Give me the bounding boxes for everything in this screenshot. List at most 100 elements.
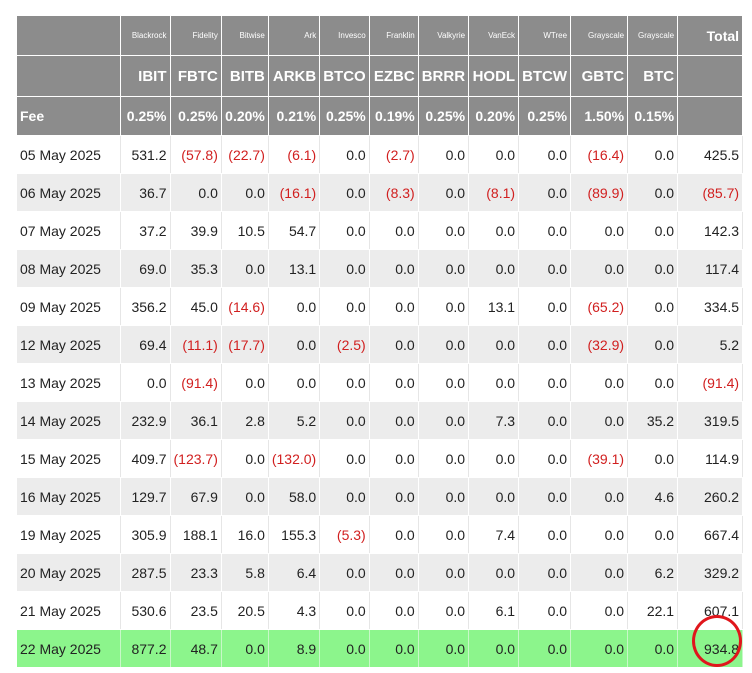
corner-cell [17, 55, 121, 97]
flow-value: 0.0 [418, 287, 470, 326]
row-total: 5.2 [677, 325, 744, 364]
flow-value: 0.0 [319, 439, 370, 478]
flow-value: 0.0 [418, 173, 470, 212]
flow-value: 0.0 [319, 629, 370, 668]
flow-value: 0.0 [518, 249, 572, 288]
issuer-name: Ark [268, 16, 321, 56]
ticker-symbol: BRRR [418, 55, 470, 97]
flow-value: 48.7 [170, 629, 222, 668]
flow-value: 409.7 [120, 439, 171, 478]
table-row: 09 May 2025 356.2 45.0 (14.6) 0.0 0.0 0.0 0.0 13… [17, 287, 744, 326]
flow-value: 6.4 [268, 553, 321, 592]
flow-value: 0.0 [418, 135, 470, 174]
flow-value: 0.0 [570, 553, 629, 592]
flow-value: 0.0 [418, 439, 470, 478]
flow-value: (16.1) [268, 173, 321, 212]
table-row: 13 May 2025 0.0 (91.4) 0.0 0.0 0.0 0.0 0.0 0.0 0.… [17, 363, 744, 402]
fee-value: 0.15% [627, 96, 679, 136]
flow-value: 0.0 [570, 515, 629, 554]
flow-value: 0.0 [570, 363, 629, 402]
row-date: 05 May 2025 [17, 135, 121, 174]
flow-value: 0.0 [518, 553, 572, 592]
flow-value: 0.0 [319, 363, 370, 402]
flow-value: 5.8 [221, 553, 269, 592]
table-row: 21 May 2025 530.6 23.5 20.5 4.3 0.0 0.0 0.0 6.1 0… [17, 591, 744, 630]
row-total: 319.5 [677, 401, 744, 440]
flow-value: 0.0 [319, 135, 370, 174]
flow-value: 6.2 [627, 553, 679, 592]
row-date: 06 May 2025 [17, 173, 121, 212]
row-date: 15 May 2025 [17, 439, 121, 478]
flow-value: 0.0 [268, 325, 321, 364]
flow-value: 0.0 [468, 629, 520, 668]
flow-value: 0.0 [518, 477, 572, 516]
row-total: 329.2 [677, 553, 744, 592]
flow-value: 0.0 [418, 477, 470, 516]
flow-value: 0.0 [518, 325, 572, 364]
flow-value: 54.7 [268, 211, 321, 250]
issuer-name: Invesco [319, 16, 370, 56]
flow-value: 0.0 [170, 173, 222, 212]
flow-value: 0.0 [518, 629, 572, 668]
flow-value: (39.1) [570, 439, 629, 478]
table-row: 12 May 2025 69.4 (11.1) (17.7) 0.0 (2.5) 0.0 0.… [17, 325, 744, 364]
highlighted-table-row: 22 May 2025 877.2 48.7 0.0 8.9 0.0 0.0 0.0 0.0 0.… [17, 629, 744, 668]
ticker-symbol: GBTC [570, 55, 629, 97]
flow-value: (132.0) [268, 439, 321, 478]
flow-value: 0.0 [369, 211, 419, 250]
flow-value: 155.3 [268, 515, 321, 554]
flow-value: 0.0 [518, 173, 572, 212]
flow-value: 0.0 [369, 439, 419, 478]
row-total: (85.7) [677, 173, 744, 212]
flow-value: 0.0 [319, 401, 370, 440]
row-date: 12 May 2025 [17, 325, 121, 364]
fee-value: 0.25% [120, 96, 171, 136]
flow-value: 0.0 [418, 325, 470, 364]
flow-value: 0.0 [627, 135, 679, 174]
fee-value: 0.21% [268, 96, 321, 136]
flow-value: 0.0 [418, 401, 470, 440]
flow-value: 16.0 [221, 515, 269, 554]
flow-value: 4.3 [268, 591, 321, 630]
flow-value: (22.7) [221, 135, 269, 174]
fee-value: 0.25% [319, 96, 370, 136]
flow-value: 0.0 [468, 135, 520, 174]
flow-value: 0.0 [221, 249, 269, 288]
flow-value: 0.0 [627, 439, 679, 478]
flow-value: 0.0 [468, 325, 520, 364]
flow-value: 0.0 [518, 439, 572, 478]
flow-value: 0.0 [627, 287, 679, 326]
table-row: 20 May 2025 287.5 23.3 5.8 6.4 0.0 0.0 0.0 0.0 0.… [17, 553, 744, 592]
flow-value: 0.0 [221, 363, 269, 402]
issuer-name: Grayscale [570, 16, 629, 56]
flow-value: 0.0 [570, 591, 629, 630]
flow-value: 35.2 [627, 401, 679, 440]
flow-value: 0.0 [570, 249, 629, 288]
table-row: 08 May 2025 69.0 35.3 0.0 13.1 0.0 0.0 0.0 0.0 0.… [17, 249, 744, 288]
table-row: 07 May 2025 37.2 39.9 10.5 54.7 0.0 0.0 0.0 0.0 0… [17, 211, 744, 250]
table-row: 05 May 2025 531.2 (57.8) (22.7) (6.1) 0.0 (2.7… [17, 135, 744, 174]
flow-value: 0.0 [221, 173, 269, 212]
flow-value: 45.0 [170, 287, 222, 326]
table-row: 19 May 2025 305.9 188.1 16.0 155.3 (5.3) 0.0 0.… [17, 515, 744, 554]
etf-flows-table: Blackrock Fidelity Bitwise Ark Invesco Frankl… [17, 16, 744, 668]
ticker-symbol: FBTC [170, 55, 222, 97]
flow-value: 0.0 [418, 211, 470, 250]
flow-value: 0.0 [518, 287, 572, 326]
flow-value: 0.0 [369, 249, 419, 288]
flow-value: 0.0 [369, 477, 419, 516]
row-total: 425.5 [677, 135, 744, 174]
ticker-symbol: BTCW [518, 55, 572, 97]
row-total: 114.9 [677, 439, 744, 478]
ticker-symbol: BTCO [319, 55, 370, 97]
fee-value: 0.19% [369, 96, 419, 136]
flow-value: (123.7) [170, 439, 222, 478]
flow-value: 0.0 [369, 325, 419, 364]
flow-value: 0.0 [418, 363, 470, 402]
flow-value: 0.0 [319, 211, 370, 250]
ticker-symbol: BTC [627, 55, 679, 97]
flow-value: 0.0 [369, 515, 419, 554]
flow-value: 0.0 [570, 401, 629, 440]
flow-value: 10.5 [221, 211, 269, 250]
flow-value: 39.9 [170, 211, 222, 250]
